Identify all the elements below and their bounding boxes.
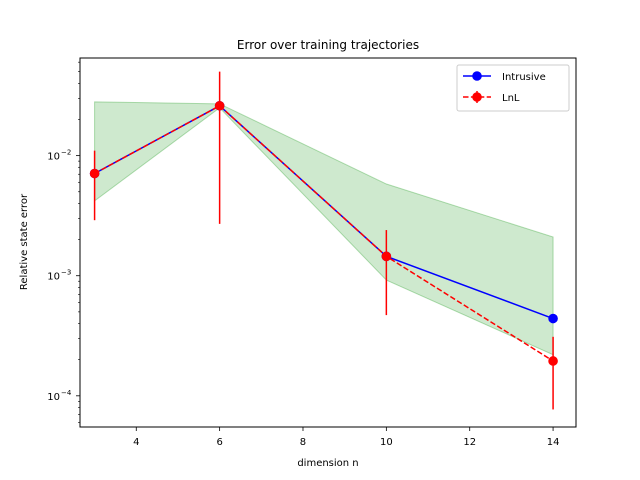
- y-axis-ticks: 10−410−310−2: [47, 61, 80, 423]
- y-tick-exponent: −2: [61, 149, 71, 157]
- data-point-lnl: [214, 100, 225, 111]
- plot-frame: [79, 57, 577, 428]
- y-tick-label: 10: [47, 392, 60, 403]
- data-point-lnl: [381, 251, 392, 262]
- x-axis-ticks: 4 6 8 10 12 14: [133, 427, 559, 448]
- legend: Intrusive LnL: [456, 64, 570, 112]
- y-axis-label: Relative state error: [19, 193, 30, 290]
- x-tick-label: 14: [547, 437, 560, 448]
- legend-marker-intrusive: [472, 71, 482, 81]
- errorbar-layer: [93, 71, 554, 410]
- series-layer: [94, 104, 554, 362]
- marker-layer: [89, 100, 558, 366]
- data-point-intrusive: [548, 313, 558, 324]
- y-tick-label: 10: [47, 152, 60, 163]
- y-tick-label: 10: [47, 272, 60, 283]
- x-tick-label: 12: [463, 437, 476, 448]
- x-axis-label: dimension n: [297, 458, 358, 469]
- y-tick-base: 10: [47, 152, 60, 163]
- legend-marker-lnl: [472, 92, 482, 102]
- chart-title: Error over training trajectories: [237, 38, 419, 52]
- legend-label-intrusive: Intrusive: [502, 72, 546, 83]
- y-tick-base: 10: [47, 392, 60, 403]
- y-tick-base: 10: [47, 272, 60, 283]
- x-tick-label: 6: [216, 437, 222, 448]
- legend-label-lnl: LnL: [502, 93, 520, 104]
- x-tick-label: 8: [300, 437, 306, 448]
- y-tick-exponent: −4: [61, 389, 72, 397]
- x-tick-label: 10: [380, 437, 393, 448]
- series-line-lnl: [94, 104, 554, 362]
- data-point-lnl: [89, 168, 100, 179]
- data-point-lnl: [548, 356, 558, 366]
- x-tick-label: 4: [133, 437, 139, 448]
- y-tick-exponent: −3: [61, 269, 71, 277]
